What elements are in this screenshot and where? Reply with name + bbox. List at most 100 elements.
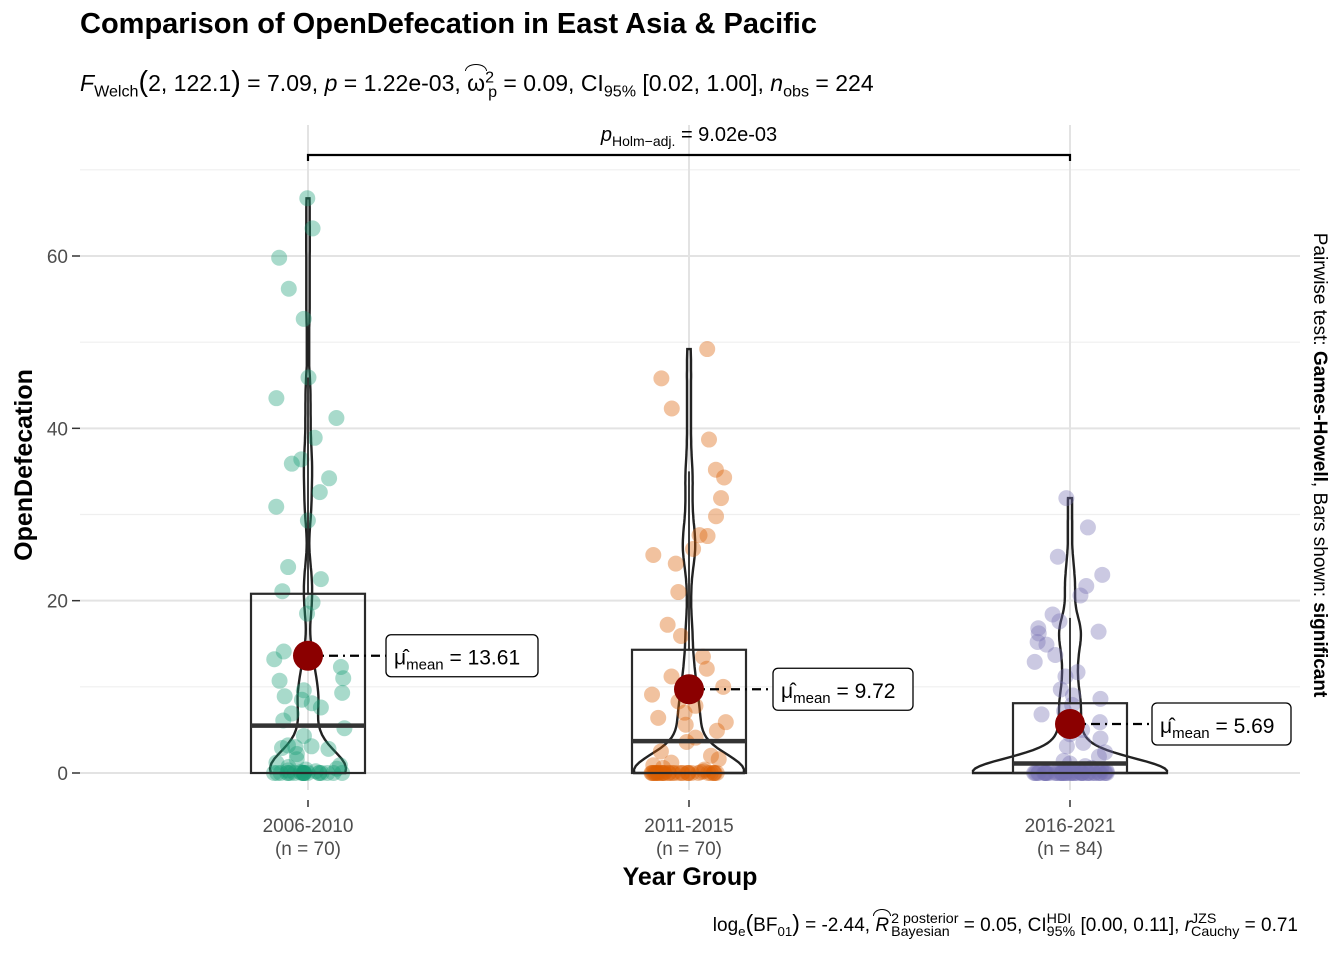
data-point [1047,646,1064,663]
data-point [677,716,694,733]
data-point [1044,606,1061,623]
comparison-bracket [306,153,1072,161]
caption-r-value: 0.05 [980,915,1018,936]
data-point [1049,548,1066,565]
data-point [698,660,715,677]
data-point [1030,625,1047,642]
data-point [655,759,672,776]
data-point [279,737,296,754]
data-point [311,484,328,501]
pairwise-comparison: pHolm−adj. = 9.02e-03 [306,124,1072,161]
right-label-prefix: Pairwise test: [1309,233,1330,351]
subtitle-ci-sub: 95% [603,82,637,101]
data-point [283,455,300,472]
mean-value: = 9.72 [831,680,896,703]
data-point [268,754,285,771]
data-point [280,280,297,297]
y-tick-label: 60 [47,247,68,268]
right-side-label: Pairwise test: Games-Howell, Bars shown:… [1309,233,1330,698]
mean-label: μ̂mean = 5.69 [1160,715,1274,742]
mean-mu-symbol: μ̂ [781,680,797,703]
caption-rc-value: 0.71 [1261,915,1298,936]
data-point [328,409,345,426]
comparison-p-value: = 9.02e-03 [675,124,777,146]
data-point [320,740,337,757]
data-point [335,670,352,687]
data-point [1092,730,1109,747]
y-tick-label: 40 [47,419,68,440]
caption-log-sub: e [738,923,746,939]
data-point [1038,636,1055,653]
mean-point [1055,708,1085,739]
subtitle-stat-name: F [80,70,95,96]
data-point [303,738,320,755]
data-point [280,559,297,576]
data-point [663,668,680,685]
data-point [295,682,312,699]
comparison-p: p [600,124,612,146]
data-point [1090,748,1107,765]
data-point [332,659,349,676]
data-point [650,709,667,726]
subtitle-stat-value: 7.09 [267,70,312,96]
data-point [1051,613,1068,630]
subtitle-n-name: n [770,70,784,96]
x-tick-label: 2006-2010 [263,816,354,837]
x-tick-n-label: (n = 70) [656,839,722,860]
mean-label-box [1151,702,1292,746]
violin-2016-2021 [971,496,1169,775]
x-axis-label: Year Group [623,863,758,891]
data-point [1058,490,1075,507]
mean-label: μ̂mean = 9.72 [781,680,895,707]
subtitle-ci-value: [0.02, 1.00] [642,70,758,96]
caption-ci-sup: HDI [1046,911,1072,928]
caption-ci-sub: 95% [1046,923,1076,940]
violin-2011-2015 [632,347,746,775]
data-point [1029,634,1046,651]
y-tick-label: 20 [47,592,68,613]
subtitle-effect-sup: 2 [485,68,495,87]
data-point [304,220,321,237]
data-point [312,699,329,716]
data-point [702,747,719,764]
comparison-p-sub: Holm−adj. [612,133,675,149]
data-point [1072,587,1089,604]
caption-bf-sub: 01 [777,923,793,939]
data-point [1097,744,1114,761]
data-point [295,727,312,744]
data-point [268,390,285,407]
data-point [1064,687,1081,704]
mean-markers: μ̂mean = 13.61μ̂mean = 9.72μ̂mean = 5.69 [293,634,1292,746]
data-point [304,594,321,611]
right-label-shown: significant [1309,602,1330,698]
y-axis: 0 20 40 60 [47,247,80,785]
x-tick-n-label: (n = 70) [275,839,341,860]
caption-ci-label: CI [1027,915,1047,936]
data-point [699,341,716,358]
data-point [708,722,725,739]
data-point [288,751,305,768]
data-point [673,627,690,644]
data-point [306,429,323,446]
data-point [716,469,733,486]
right-label-test: Games-Howell [1309,351,1330,482]
data-point [676,704,693,721]
data-point [645,757,662,774]
data-point [280,758,297,775]
data-point [1079,519,1096,536]
caption-r-name: R [873,909,891,936]
data-point [295,310,312,327]
data-point [659,616,676,633]
data-point [1058,738,1075,755]
caption-bf-value: -2.44 [821,915,865,936]
x-tick-n-label: (n = 84) [1037,839,1103,860]
data-point [1092,690,1109,707]
data-point [274,583,291,600]
data-point [1090,623,1107,640]
data-point [293,451,310,468]
data-point [700,431,717,448]
caption-r-sup: 2 posterior [891,911,959,928]
violins [268,197,1169,775]
data-point [299,605,316,622]
data-point [274,740,291,757]
